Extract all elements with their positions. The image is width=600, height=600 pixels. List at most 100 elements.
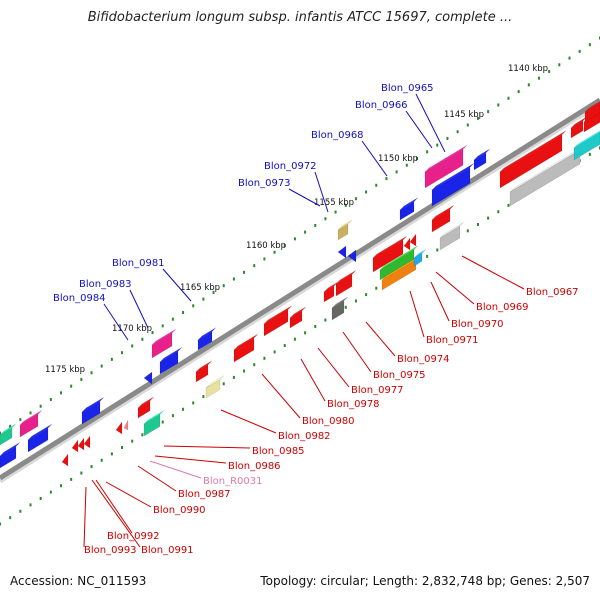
forward-gene-arrow[interactable] [337,245,347,259]
gene-label-blon_0967[interactable]: Blon_0967 [526,287,579,298]
gene-label-blon_0965[interactable]: Blon_0965 [381,83,434,94]
forward-gene-block[interactable] [151,332,173,359]
reverse-gene-block[interactable] [413,252,423,267]
reverse-gene-block[interactable] [323,285,335,303]
accession-label: Accession: NC_011593 [10,574,147,588]
forward-gene-block[interactable] [197,331,213,351]
forward-gene-block[interactable] [499,134,563,189]
gene-label-blon_0981[interactable]: Blon_0981 [112,258,165,269]
forward-gene-block[interactable] [431,166,471,207]
gene-label-blon_0985[interactable]: Blon_0985 [252,446,305,457]
gene-label-blon_0978[interactable]: Blon_0978 [327,399,380,410]
gene-label-blon_0987[interactable]: Blon_0987 [178,489,231,500]
forward-gene-block-top[interactable] [499,130,567,173]
forward-gene-block-top[interactable] [337,219,353,231]
forward-gene-block-top[interactable] [151,328,177,346]
forward-gene-block[interactable] [473,152,487,171]
outer-scale-tick [344,203,347,207]
reverse-gene-arrow[interactable] [115,421,123,435]
forward-gene-block[interactable] [27,427,49,453]
reverse-gene-block-top[interactable] [137,396,155,409]
gene-label-blon_0984[interactable]: Blon_0984 [53,293,106,304]
reverse-gene-block-top[interactable] [263,305,293,325]
gene-leader-line [149,460,202,479]
gene-label-blon_0983[interactable]: Blon_0983 [79,279,132,290]
forward-gene-block[interactable] [0,427,13,446]
reverse-gene-block[interactable] [233,337,255,363]
gene-leader-line [405,110,433,149]
forward-gene-block[interactable] [584,102,600,123]
outer-scale-tick [537,76,540,80]
gene-label-blon_0970[interactable]: Blon_0970 [451,319,504,330]
forward-gene-block[interactable] [337,223,349,241]
reverse-gene-arrow[interactable] [123,419,129,431]
forward-gene-block-top[interactable] [0,423,17,436]
forward-gene-block[interactable] [573,132,600,161]
forward-gene-block-top[interactable] [573,128,600,149]
gene-label-blon_0969[interactable]: Blon_0969 [476,302,529,313]
reverse-gene-arrow[interactable] [77,437,85,451]
gene-label-blon_0990[interactable]: Blon_0990 [153,505,206,516]
reverse-gene-arrow[interactable] [403,237,411,251]
forward-gene-arrow[interactable] [143,371,153,385]
gene-label-blon_0993[interactable]: Blon_0993 [84,545,137,556]
reverse-gene-block-top[interactable] [331,296,349,309]
inner-scale-tick [70,477,73,481]
reverse-gene-arrow[interactable] [71,439,79,453]
gene-label-blon_0968[interactable]: Blon_0968 [311,130,364,141]
reverse-gene-block[interactable] [137,400,151,419]
gene-label-blon_0974[interactable]: Blon_0974 [397,354,450,365]
forward-gene-block[interactable] [81,400,101,425]
reverse-gene-arrow[interactable] [61,453,69,467]
outer-scale-tick [385,177,388,181]
reverse-gene-block[interactable] [289,310,303,329]
outer-scale-tick [558,63,561,67]
gene-leader-line [220,409,277,434]
reverse-gene-block[interactable] [439,225,461,251]
forward-gene-arrow[interactable] [347,249,357,263]
reverse-gene-block[interactable] [381,259,417,291]
gene-label-blon_0977[interactable]: Blon_0977 [351,385,404,396]
gene-label-blon_0973[interactable]: Blon_0973 [238,178,291,189]
gene-label-blon_0992[interactable]: Blon_0992 [107,531,160,542]
gene-label-blon_0971[interactable]: Blon_0971 [426,335,479,346]
outer-scale-tick [121,351,124,355]
reverse-gene-block-top[interactable] [289,306,307,319]
gene-leader-line [261,373,301,419]
forward-gene-block[interactable] [509,149,581,207]
forward-gene-block[interactable] [399,201,415,221]
reverse-gene-block[interactable] [143,413,161,437]
reverse-gene-block[interactable] [431,208,451,233]
reverse-gene-arrow[interactable] [409,233,417,247]
reverse-gene-block[interactable] [331,300,345,321]
forward-gene-block-top[interactable] [473,148,491,161]
reverse-gene-arrow[interactable] [83,435,91,449]
reverse-gene-block-top[interactable] [195,360,213,373]
reverse-gene-block-top[interactable] [205,375,225,389]
reverse-gene-block-top[interactable] [233,333,259,351]
gene-leader-line [409,290,425,338]
reverse-gene-block-top[interactable] [323,281,339,293]
gene-label-blon_0982[interactable]: Blon_0982 [278,431,331,442]
gene-label-blon_0980[interactable]: Blon_0980 [302,416,355,427]
gene-label-blon_0991[interactable]: Blon_0991 [141,545,194,556]
forward-gene-block[interactable] [19,413,39,438]
gene-label-blon_0975[interactable]: Blon_0975 [373,370,426,381]
forward-gene-block[interactable] [0,445,17,469]
gene-label-blon_r0031[interactable]: Blon_R0031 [203,476,263,487]
reverse-gene-block[interactable] [335,273,353,297]
gene-label-blon_0986[interactable]: Blon_0986 [228,461,281,472]
reverse-gene-block[interactable] [205,379,221,399]
forward-gene-block[interactable] [570,120,584,139]
reverse-gene-block-top[interactable] [379,245,419,271]
forward-gene-block-top[interactable] [27,423,53,441]
forward-gene-block[interactable] [159,350,179,375]
forward-gene-block[interactable] [424,148,464,189]
gene-label-blon_0966[interactable]: Blon_0966 [355,100,408,111]
forward-gene-block-top[interactable] [197,327,217,341]
gene-label-blon_0972[interactable]: Blon_0972 [264,161,317,172]
reverse-gene-block[interactable] [263,309,289,337]
reverse-gene-block[interactable] [195,364,209,383]
reverse-gene-block[interactable] [372,239,404,273]
